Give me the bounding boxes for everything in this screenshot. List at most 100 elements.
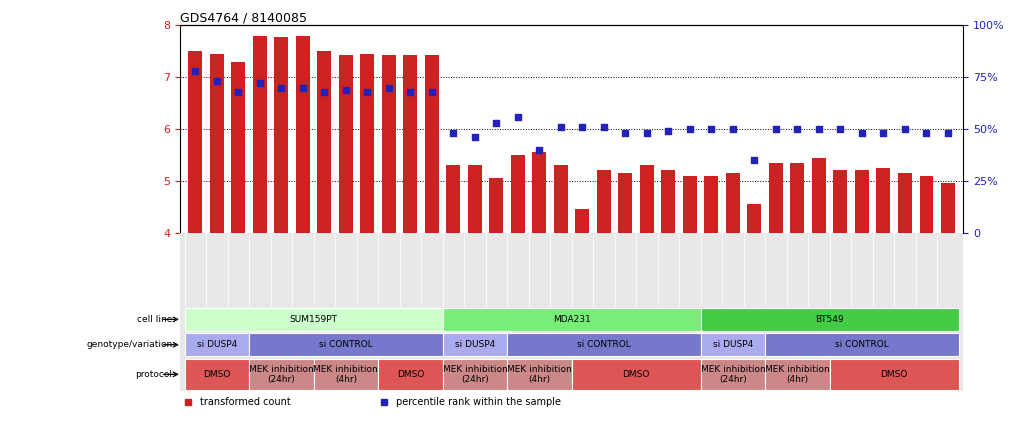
Bar xyxy=(726,173,740,233)
Bar xyxy=(941,184,955,233)
Point xyxy=(423,88,440,95)
Bar xyxy=(443,359,507,390)
Bar xyxy=(382,55,396,233)
Text: si CONTROL: si CONTROL xyxy=(319,340,373,349)
Text: si DUSP4: si DUSP4 xyxy=(455,340,495,349)
Text: SUM159PT: SUM159PT xyxy=(289,315,338,324)
Bar xyxy=(210,54,224,233)
Bar xyxy=(572,359,700,390)
Point xyxy=(897,126,914,132)
Bar xyxy=(184,308,443,331)
Point xyxy=(381,84,398,91)
Bar xyxy=(700,359,765,390)
Text: DMSO: DMSO xyxy=(881,370,907,379)
Bar xyxy=(468,165,482,233)
Bar xyxy=(812,157,826,233)
Bar xyxy=(296,36,310,233)
Point xyxy=(553,124,570,130)
Bar xyxy=(339,55,353,233)
Text: MEK inhibition
(4hr): MEK inhibition (4hr) xyxy=(507,365,572,384)
Bar xyxy=(378,359,443,390)
Point xyxy=(531,146,548,153)
Bar xyxy=(554,165,568,233)
Bar xyxy=(424,55,439,233)
Bar xyxy=(898,173,912,233)
Bar xyxy=(877,168,891,233)
Point xyxy=(919,130,935,137)
Point xyxy=(574,124,590,130)
Text: DMSO: DMSO xyxy=(397,370,424,379)
Bar xyxy=(274,37,288,233)
Text: MEK inhibition
(24hr): MEK inhibition (24hr) xyxy=(443,365,507,384)
Bar xyxy=(683,176,697,233)
Bar xyxy=(317,51,332,233)
Bar xyxy=(404,55,417,233)
Point xyxy=(682,126,698,132)
Text: MEK inhibition
(4hr): MEK inhibition (4hr) xyxy=(765,365,830,384)
Bar xyxy=(533,152,546,233)
Bar xyxy=(249,359,313,390)
Point xyxy=(767,126,784,132)
Bar xyxy=(232,62,245,233)
Text: MEK inhibition
(4hr): MEK inhibition (4hr) xyxy=(313,365,378,384)
Point xyxy=(295,84,311,91)
Text: MEK inhibition
(24hr): MEK inhibition (24hr) xyxy=(700,365,765,384)
Text: transformed count: transformed count xyxy=(200,397,290,407)
Point xyxy=(187,68,204,74)
Bar xyxy=(748,204,761,233)
Point xyxy=(316,88,333,95)
Point xyxy=(639,130,655,137)
Bar xyxy=(252,36,267,233)
Text: MDA231: MDA231 xyxy=(553,315,590,324)
Bar xyxy=(249,333,443,357)
Bar xyxy=(489,178,504,233)
Text: DMSO: DMSO xyxy=(203,370,231,379)
Bar xyxy=(511,155,525,233)
Bar xyxy=(661,170,676,233)
Text: percentile rank within the sample: percentile rank within the sample xyxy=(396,397,560,407)
Point xyxy=(854,130,870,137)
Text: GDS4764 / 8140085: GDS4764 / 8140085 xyxy=(180,11,307,24)
Point xyxy=(876,130,892,137)
Point xyxy=(660,128,677,135)
Bar xyxy=(443,333,507,357)
Bar xyxy=(765,333,959,357)
Point xyxy=(725,126,742,132)
Bar xyxy=(855,170,869,233)
Text: genotype/variation: genotype/variation xyxy=(87,340,172,349)
Bar xyxy=(443,308,700,331)
Text: MEK inhibition
(24hr): MEK inhibition (24hr) xyxy=(249,365,314,384)
Point xyxy=(338,86,354,93)
Text: DMSO: DMSO xyxy=(622,370,650,379)
Point xyxy=(208,78,225,85)
Point xyxy=(445,130,461,137)
Bar xyxy=(360,55,374,233)
Bar xyxy=(313,359,378,390)
Bar xyxy=(507,333,700,357)
Point xyxy=(402,88,418,95)
Bar xyxy=(640,165,654,233)
Bar xyxy=(184,333,249,357)
Bar xyxy=(507,359,572,390)
Bar xyxy=(700,308,959,331)
Bar xyxy=(830,359,959,390)
Text: si CONTROL: si CONTROL xyxy=(835,340,889,349)
Bar xyxy=(618,173,632,233)
Point xyxy=(939,130,956,137)
Text: BT549: BT549 xyxy=(816,315,844,324)
Bar xyxy=(446,165,460,233)
Bar xyxy=(700,333,765,357)
Point xyxy=(832,126,849,132)
Bar xyxy=(705,176,718,233)
Text: protocol: protocol xyxy=(135,370,172,379)
Bar xyxy=(765,359,830,390)
Point xyxy=(789,126,805,132)
Bar xyxy=(184,359,249,390)
Point xyxy=(467,134,483,141)
Bar xyxy=(790,163,804,233)
Point xyxy=(617,130,633,137)
Point xyxy=(746,157,762,164)
Point xyxy=(595,124,612,130)
Bar xyxy=(769,163,783,233)
Text: si DUSP4: si DUSP4 xyxy=(713,340,753,349)
